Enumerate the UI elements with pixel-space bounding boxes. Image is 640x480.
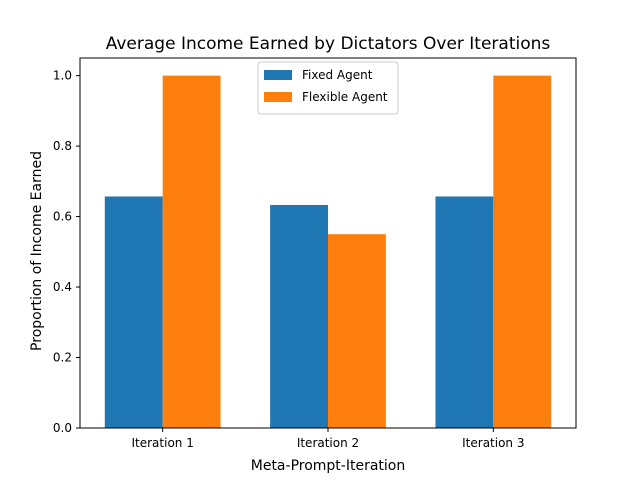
plot-area bbox=[104, 75, 552, 428]
bar-flexible-agent-2 bbox=[328, 234, 386, 428]
legend-frame bbox=[257, 61, 399, 115]
y-axis: 0.0 0.2 0.4 0.6 0.8 1.0 bbox=[53, 69, 80, 435]
y-tick-label: 0.0 bbox=[53, 421, 72, 435]
bar-fixed-agent-2 bbox=[270, 204, 328, 428]
y-tick-label: 0.6 bbox=[53, 210, 72, 224]
legend-swatch bbox=[264, 92, 292, 102]
y-axis-label: Proportion of Income Earned bbox=[29, 151, 45, 351]
legend-entry: Flexible Agent bbox=[302, 90, 388, 104]
bar-fixed-agent-3 bbox=[435, 196, 494, 428]
x-tick-label: Iteration 3 bbox=[462, 436, 524, 450]
chart-title: Average Income Earned by Dictators Over … bbox=[106, 34, 551, 54]
legend-swatch bbox=[264, 70, 292, 80]
legend: Fixed Agent Flexible Agent bbox=[257, 61, 399, 115]
y-tick-label: 0.2 bbox=[53, 351, 72, 365]
y-tick-label: 0.4 bbox=[53, 280, 72, 294]
y-tick-label: 0.8 bbox=[53, 139, 72, 153]
bar-fixed-agent-1 bbox=[104, 196, 163, 428]
bar-flexible-agent-1 bbox=[162, 75, 221, 428]
legend-entry: Fixed Agent bbox=[302, 68, 373, 82]
x-tick-label: Iteration 2 bbox=[297, 436, 359, 450]
x-axis: Iteration 1 Iteration 2 Iteration 3 bbox=[131, 428, 525, 450]
y-tick-label: 1.0 bbox=[53, 69, 72, 83]
x-tick-label: Iteration 1 bbox=[131, 436, 193, 450]
bar-flexible-agent-3 bbox=[493, 75, 552, 428]
x-axis-label: Meta-Prompt-Iteration bbox=[251, 458, 405, 474]
plot-frame bbox=[79, 57, 577, 429]
